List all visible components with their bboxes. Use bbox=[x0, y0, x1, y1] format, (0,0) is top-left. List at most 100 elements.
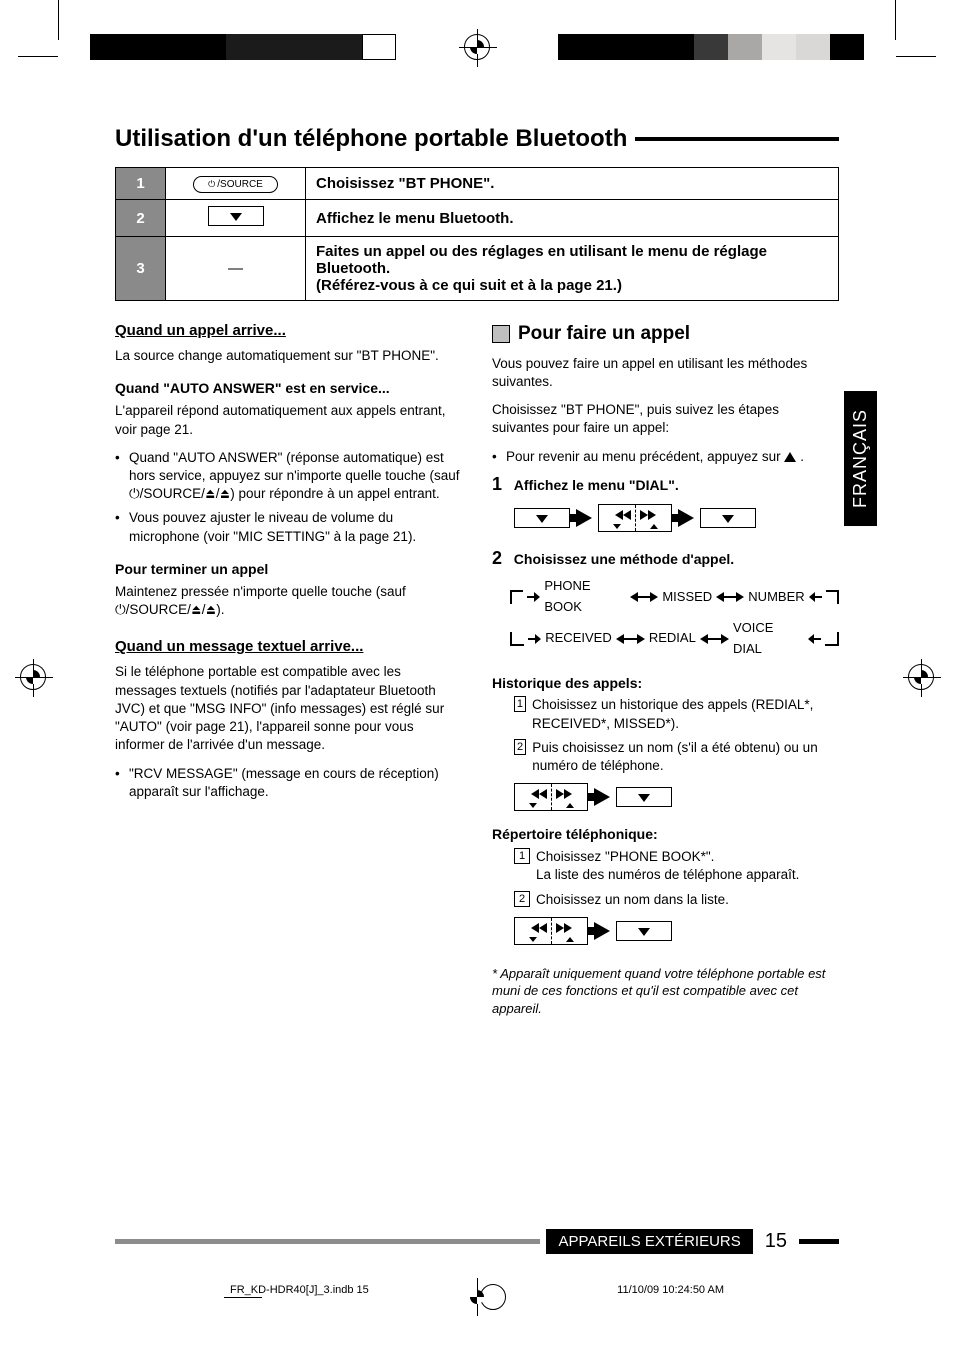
list-text: Choisissez "PHONE BOOK*". La liste des n… bbox=[536, 848, 799, 884]
page-footer: APPAREILS EXTÉRIEURS 15 bbox=[115, 1229, 839, 1254]
step-control bbox=[166, 200, 306, 237]
body-text: L'appareil répond automatiquement aux ap… bbox=[115, 402, 462, 438]
list-item: Vous pouvez ajuster le niveau de volume … bbox=[115, 509, 462, 545]
table-row: 3 — Faites un appel ou des réglages en u… bbox=[116, 237, 839, 301]
sub-heading: Pour terminer un appel bbox=[115, 560, 462, 579]
arrow-right-icon bbox=[594, 922, 610, 940]
page-title: Utilisation d'un téléphone portable Blue… bbox=[115, 125, 839, 153]
color-bar-left bbox=[90, 34, 396, 60]
page-number: 15 bbox=[765, 1230, 787, 1253]
print-timestamp: 11/10/09 10:24:50 AM bbox=[617, 1284, 724, 1310]
step-number: 3 bbox=[116, 237, 166, 301]
body-text: Choisissez "BT PHONE", puis suivez les é… bbox=[492, 401, 839, 437]
sub-heading: Historique des appels: bbox=[492, 674, 839, 693]
body-text: Si le téléphone portable est compatible … bbox=[115, 663, 462, 754]
list-item: "RCV MESSAGE" (message en cours de récep… bbox=[115, 765, 462, 801]
section-heading: Quand un message textuel arrive... bbox=[115, 637, 462, 657]
numbered-step: 1 Affichez le menu "DIAL". bbox=[492, 472, 839, 532]
page-content: Utilisation d'un téléphone portable Blue… bbox=[115, 125, 839, 1254]
footer-rule bbox=[115, 1239, 540, 1244]
method-label: NUMBER bbox=[748, 587, 804, 608]
button-sequence bbox=[514, 917, 839, 945]
page-title-text: Utilisation d'un téléphone portable Blue… bbox=[115, 125, 627, 153]
up-triangle-icon bbox=[784, 452, 796, 462]
body-text: Maintenez pressée n'importe quelle touch… bbox=[115, 583, 462, 619]
list-text: Pour revenir au menu précédent, appuyez … bbox=[506, 449, 784, 464]
steps-table: 1 ⏻/SOURCE Choisissez "BT PHONE". 2 Affi… bbox=[115, 167, 839, 301]
method-label: MISSED bbox=[662, 587, 712, 608]
table-row: 1 ⏻/SOURCE Choisissez "BT PHONE". bbox=[116, 168, 839, 200]
down-button-icon bbox=[616, 921, 672, 941]
source-button-icon: ⏻/SOURCE bbox=[193, 176, 278, 193]
step-description: Choisissez "BT PHONE". bbox=[306, 168, 839, 200]
method-label: REDIAL bbox=[649, 628, 696, 649]
boxed-number-icon: 1 bbox=[514, 696, 526, 712]
list-item: Quand "AUTO ANSWER" (réponse automatique… bbox=[115, 449, 462, 504]
step-number: 2 bbox=[116, 200, 166, 237]
button-sequence bbox=[514, 504, 839, 532]
method-label: RECEIVED bbox=[545, 628, 611, 649]
arrow-right-icon bbox=[678, 509, 694, 527]
registration-mark-icon bbox=[20, 664, 46, 690]
step-control: — bbox=[166, 237, 306, 301]
method-label: PHONE BOOK bbox=[544, 576, 626, 618]
boxed-list-item: 1 Choisissez un historique des appels (R… bbox=[514, 696, 839, 732]
print-metadata: FR_KD-HDR40[J]_3.indb 15 11/10/09 10:24:… bbox=[230, 1284, 724, 1310]
crop-marks-top bbox=[0, 0, 954, 70]
list-text: Choisissez un historique des appels (RED… bbox=[532, 696, 839, 732]
body-text: La source change automatiquement sur "BT… bbox=[115, 347, 462, 365]
list-text: . bbox=[800, 449, 804, 464]
list-text: Choisissez un nom dans la liste. bbox=[536, 891, 729, 909]
step-description: Affichez le menu Bluetooth. bbox=[306, 200, 839, 237]
footnote: * Apparaît uniquement quand votre téléph… bbox=[492, 965, 839, 1018]
down-button-icon bbox=[208, 206, 264, 226]
step-text: Choisissez une méthode d'appel. bbox=[514, 551, 734, 567]
boxed-list-item: 1 Choisissez "PHONE BOOK*". La liste des… bbox=[514, 848, 839, 884]
method-label: VOICE DIAL bbox=[733, 618, 804, 660]
registration-mark-icon bbox=[464, 34, 490, 60]
sub-heading: Quand "AUTO ANSWER" est en service... bbox=[115, 379, 462, 398]
seek-buttons-icon bbox=[514, 783, 588, 811]
language-tab: FRANÇAIS bbox=[844, 391, 877, 526]
right-column: Pour faire un appel Vous pouvez faire un… bbox=[492, 321, 839, 1027]
seek-buttons-icon bbox=[598, 504, 672, 532]
registration-mark-icon bbox=[480, 1284, 506, 1310]
step-desc-line: Faites un appel ou des réglages en utili… bbox=[316, 243, 828, 277]
boxed-number-icon: 1 bbox=[514, 848, 530, 864]
square-bullet-icon bbox=[492, 325, 510, 343]
arrow-right-icon bbox=[594, 788, 610, 806]
left-column: Quand un appel arrive... La source chang… bbox=[115, 321, 462, 1027]
down-button-icon bbox=[700, 508, 756, 528]
list-item: Pour revenir au menu précédent, appuyez … bbox=[492, 448, 839, 466]
table-row: 2 Affichez le menu Bluetooth. bbox=[116, 200, 839, 237]
section-heading-text: Pour faire un appel bbox=[518, 321, 690, 347]
list-text: Puis choisissez un nom (s'il a été obten… bbox=[532, 739, 839, 775]
numbered-step: 2 Choisissez une méthode d'appel. PHONE … bbox=[492, 546, 839, 945]
down-button-icon bbox=[616, 787, 672, 807]
registration-mark-icon bbox=[908, 664, 934, 690]
step-index: 2 bbox=[492, 548, 502, 568]
boxed-number-icon: 2 bbox=[514, 739, 526, 755]
down-button-icon bbox=[514, 508, 570, 528]
boxed-number-icon: 2 bbox=[514, 891, 530, 907]
arrow-right-icon bbox=[576, 509, 592, 527]
body-text: Vous pouvez faire un appel en utilisant … bbox=[492, 355, 839, 391]
section-label: APPAREILS EXTÉRIEURS bbox=[546, 1229, 752, 1254]
step-index: 1 bbox=[492, 474, 502, 494]
section-heading: Quand un appel arrive... bbox=[115, 321, 462, 341]
footer-rule bbox=[799, 1239, 839, 1244]
step-description: Faites un appel ou des réglages en utili… bbox=[306, 237, 839, 301]
title-rule bbox=[635, 137, 839, 141]
step-desc-line: (Référez-vous à ce qui suit et à la page… bbox=[316, 277, 828, 294]
sub-heading: Répertoire téléphonique: bbox=[492, 825, 839, 844]
button-sequence bbox=[514, 783, 839, 811]
step-text: Affichez le menu "DIAL". bbox=[514, 477, 679, 493]
color-bar-right bbox=[558, 34, 864, 60]
step-number: 1 bbox=[116, 168, 166, 200]
boxed-list-item: 2 Puis choisissez un nom (s'il a été obt… bbox=[514, 739, 839, 775]
section-heading: Pour faire un appel bbox=[492, 321, 839, 347]
seek-buttons-icon bbox=[514, 917, 588, 945]
dial-methods-diagram: PHONE BOOK MISSED NUMBER RECEIVED REDIAL bbox=[510, 576, 839, 659]
boxed-list-item: 2 Choisissez un nom dans la liste. bbox=[514, 891, 839, 909]
step-control: ⏻/SOURCE bbox=[166, 168, 306, 200]
